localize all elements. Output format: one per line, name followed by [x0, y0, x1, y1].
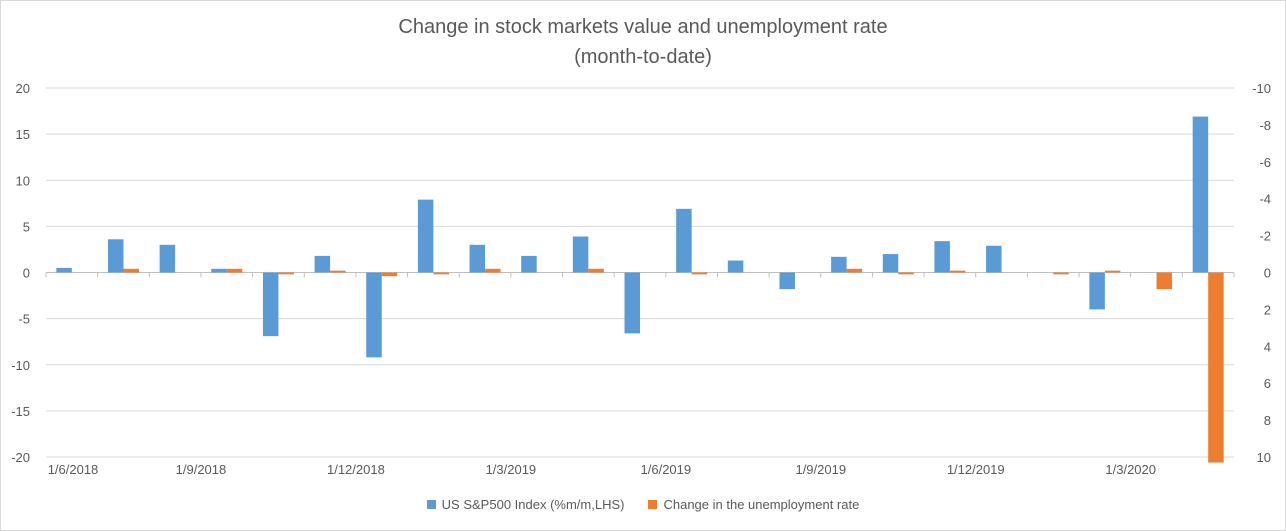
- right-tick-label: 8: [1264, 413, 1271, 428]
- right-tick-label: -8: [1259, 118, 1271, 133]
- bar-unemployment: [433, 272, 449, 275]
- bar-sp500: [314, 255, 331, 273]
- bar-unemployment: [846, 268, 863, 273]
- right-tick-label: 0: [1264, 266, 1271, 281]
- x-tick-label: 1/3/2020: [1105, 462, 1156, 477]
- bar-unemployment: [1053, 272, 1069, 275]
- bar-sp500: [1089, 272, 1105, 310]
- x-tick-label: 1/6/2019: [641, 462, 692, 477]
- bar-sp500: [727, 260, 744, 273]
- bar-unemployment: [1104, 270, 1121, 273]
- bar-sp500: [159, 244, 176, 273]
- chart-title: Change in stock markets value and unempl…: [398, 16, 888, 38]
- legend-label-unemployment: Change in the unemployment rate: [663, 497, 860, 512]
- bar-unemployment: [123, 268, 139, 273]
- bar-sp500: [882, 254, 899, 273]
- bar-unemployment: [330, 270, 346, 273]
- left-tick-label: -5: [18, 312, 30, 327]
- bar-unemployment: [949, 270, 966, 273]
- bar-sp500: [521, 255, 537, 273]
- bar-unemployment: [898, 272, 914, 275]
- legend: US S&P500 Index (%m/m,LHS) Change in the…: [1, 497, 1285, 512]
- bar-sp500: [831, 256, 847, 273]
- left-tick-label: -15: [11, 404, 30, 419]
- right-axis-ticks: -10 -8 -6 -4 -2 0 2 4 6 8 10: [1252, 81, 1271, 465]
- legend-swatch-unemployment: [648, 500, 658, 509]
- bar-sp500: [366, 272, 382, 358]
- left-axis-ticks: 20 15 10 5 0 -5 -10 -15 -20: [11, 81, 30, 465]
- bar-sp500: [572, 236, 589, 273]
- bar-unemployment: [485, 268, 501, 273]
- right-tick-label: 4: [1264, 339, 1271, 354]
- left-tick-label: 15: [16, 127, 30, 142]
- bar-unemployment: [588, 268, 604, 273]
- left-tick-label: 5: [23, 219, 30, 234]
- legend-label-sp500: US S&P500 Index (%m/m,LHS): [441, 497, 625, 512]
- right-tick-label: -2: [1259, 229, 1271, 244]
- chart-subtitle: (month-to-date): [574, 46, 712, 68]
- bar-sp500: [624, 272, 640, 334]
- bars: [56, 116, 1224, 463]
- legend-item-unemployment: Change in the unemployment rate: [648, 497, 859, 512]
- left-tick-label: 20: [16, 81, 30, 96]
- left-tick-label: -10: [11, 358, 30, 373]
- bar-unemployment: [381, 272, 398, 277]
- right-tick-label: -6: [1259, 155, 1271, 170]
- legend-item-sp500: US S&P500 Index (%m/m,LHS): [426, 497, 625, 512]
- legend-swatch-sp500: [426, 500, 436, 509]
- right-tick-label: 6: [1264, 376, 1271, 391]
- left-tick-label: -20: [11, 450, 30, 465]
- x-tick-label: 1/12/2018: [327, 462, 385, 477]
- right-tick-label: -10: [1252, 81, 1271, 96]
- left-tick-label: 10: [16, 173, 30, 188]
- bar-sp500: [417, 199, 434, 273]
- x-tick-label: 1/12/2019: [947, 462, 1005, 477]
- bar-sp500: [934, 241, 950, 273]
- bar-sp500: [779, 272, 795, 290]
- bar-sp500: [469, 244, 486, 273]
- bar-sp500: [986, 245, 1002, 273]
- right-tick-label: 10: [1257, 450, 1271, 465]
- bar-sp500: [676, 208, 692, 273]
- left-tick-label: 0: [23, 266, 30, 281]
- x-tick-label: 1/3/2019: [486, 462, 537, 477]
- x-axis-ticks: 1/6/2018 1/9/2018 1/12/2018 1/3/2019 1/6/201…: [48, 462, 1156, 477]
- bar-sp500: [262, 272, 279, 337]
- bar-sp500: [56, 267, 72, 273]
- bar-unemployment: [1208, 272, 1224, 463]
- right-tick-label: -4: [1259, 192, 1271, 207]
- bar-sp500: [107, 239, 124, 273]
- bar-sp500: [211, 268, 227, 273]
- right-tick-label: 2: [1264, 302, 1271, 317]
- bar-unemployment: [1156, 272, 1173, 290]
- x-tick-label: 1/9/2019: [795, 462, 846, 477]
- x-tick-label: 1/9/2018: [176, 462, 227, 477]
- bar-unemployment: [691, 272, 708, 275]
- bar-unemployment: [278, 272, 294, 275]
- bar-unemployment: [226, 268, 243, 273]
- x-tick-label: 1/6/2018: [48, 462, 99, 477]
- bar-sp500: [1192, 116, 1209, 273]
